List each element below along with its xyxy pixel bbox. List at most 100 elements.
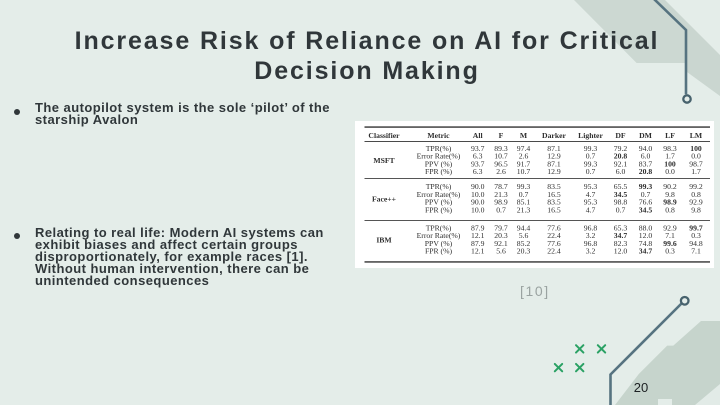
svg-text:6.3: 6.3 bbox=[473, 152, 483, 161]
svg-text:96.8: 96.8 bbox=[584, 239, 598, 248]
svg-text:22.4: 22.4 bbox=[547, 231, 561, 240]
svg-text:92.9: 92.9 bbox=[689, 198, 703, 207]
svg-text:5.6: 5.6 bbox=[519, 231, 529, 240]
svg-text:6.0: 6.0 bbox=[641, 152, 651, 161]
svg-text:PPV (%): PPV (%) bbox=[425, 159, 453, 168]
svg-text:90.0: 90.0 bbox=[471, 182, 485, 191]
svg-text:Error Rate(%): Error Rate(%) bbox=[417, 190, 461, 199]
svg-text:3.2: 3.2 bbox=[586, 247, 596, 256]
svg-text:12.1: 12.1 bbox=[471, 247, 485, 256]
svg-text:83.5: 83.5 bbox=[547, 198, 561, 207]
svg-text:FPR (%): FPR (%) bbox=[425, 247, 453, 256]
svg-text:9.8: 9.8 bbox=[691, 205, 701, 214]
svg-text:DM: DM bbox=[639, 131, 653, 140]
svg-text:92.1: 92.1 bbox=[494, 239, 508, 248]
svg-text:87.1: 87.1 bbox=[547, 159, 561, 168]
svg-text:0.0: 0.0 bbox=[665, 167, 675, 176]
svg-text:77.6: 77.6 bbox=[547, 223, 561, 232]
svg-text:PPV (%): PPV (%) bbox=[425, 198, 453, 207]
svg-text:74.8: 74.8 bbox=[639, 239, 653, 248]
svg-text:LF: LF bbox=[665, 131, 675, 140]
svg-text:FPR (%): FPR (%) bbox=[425, 167, 453, 176]
svg-text:99.3: 99.3 bbox=[584, 159, 598, 168]
svg-text:M: M bbox=[520, 131, 528, 140]
svg-text:22.4: 22.4 bbox=[547, 247, 561, 256]
svg-text:12.1: 12.1 bbox=[471, 231, 485, 240]
svg-text:83.5: 83.5 bbox=[547, 182, 561, 191]
svg-text:Classifier: Classifier bbox=[368, 131, 400, 140]
svg-text:16.5: 16.5 bbox=[547, 205, 561, 214]
svg-text:85.1: 85.1 bbox=[517, 198, 531, 207]
svg-text:65.3: 65.3 bbox=[614, 223, 628, 232]
svg-text:LM: LM bbox=[690, 131, 703, 140]
svg-text:79.7: 79.7 bbox=[494, 223, 508, 232]
svg-text:34.7: 34.7 bbox=[639, 247, 653, 256]
svg-text:6.0: 6.0 bbox=[616, 167, 626, 176]
svg-text:92.9: 92.9 bbox=[663, 223, 677, 232]
svg-text:2.6: 2.6 bbox=[496, 167, 506, 176]
svg-text:98.8: 98.8 bbox=[614, 198, 628, 207]
svg-text:95.3: 95.3 bbox=[584, 182, 598, 191]
svg-text:0.7: 0.7 bbox=[616, 205, 626, 214]
svg-text:12.9: 12.9 bbox=[547, 167, 561, 176]
svg-text:65.5: 65.5 bbox=[614, 182, 628, 191]
svg-text:PPV (%): PPV (%) bbox=[425, 239, 453, 248]
svg-text:F: F bbox=[499, 131, 504, 140]
svg-text:87.1: 87.1 bbox=[547, 144, 561, 153]
svg-text:85.2: 85.2 bbox=[517, 239, 531, 248]
svg-text:83.7: 83.7 bbox=[639, 159, 653, 168]
svg-text:0.8: 0.8 bbox=[691, 190, 701, 199]
svg-text:91.7: 91.7 bbox=[517, 159, 531, 168]
svg-text:0.7: 0.7 bbox=[496, 205, 506, 214]
svg-text:1.7: 1.7 bbox=[665, 152, 675, 161]
svg-text:100: 100 bbox=[664, 159, 676, 168]
svg-text:98.9: 98.9 bbox=[663, 198, 677, 207]
svg-text:3.2: 3.2 bbox=[586, 231, 596, 240]
svg-text:94.8: 94.8 bbox=[689, 239, 703, 248]
svg-text:12.9: 12.9 bbox=[547, 152, 561, 161]
svg-text:DF: DF bbox=[615, 131, 626, 140]
svg-text:0.3: 0.3 bbox=[665, 247, 675, 256]
svg-text:IBM: IBM bbox=[376, 236, 392, 245]
svg-text:34.5: 34.5 bbox=[614, 190, 628, 199]
svg-text:98.7: 98.7 bbox=[689, 159, 703, 168]
svg-text:76.6: 76.6 bbox=[639, 198, 653, 207]
svg-text:20.3: 20.3 bbox=[494, 231, 508, 240]
svg-text:0.3: 0.3 bbox=[691, 231, 701, 240]
svg-text:MSFT: MSFT bbox=[373, 156, 395, 165]
svg-text:95.3: 95.3 bbox=[584, 198, 598, 207]
svg-text:87.9: 87.9 bbox=[471, 239, 485, 248]
svg-text:79.2: 79.2 bbox=[614, 144, 628, 153]
svg-text:0.0: 0.0 bbox=[691, 152, 701, 161]
svg-text:10.7: 10.7 bbox=[494, 152, 508, 161]
svg-text:99.3: 99.3 bbox=[584, 144, 598, 153]
svg-text:0.7: 0.7 bbox=[519, 190, 529, 199]
svg-text:TPR(%): TPR(%) bbox=[426, 223, 452, 232]
svg-text:0.7: 0.7 bbox=[586, 167, 596, 176]
svg-text:96.5: 96.5 bbox=[494, 159, 508, 168]
svg-text:99.2: 99.2 bbox=[689, 182, 703, 191]
svg-text:Darker: Darker bbox=[542, 131, 566, 140]
svg-text:89.3: 89.3 bbox=[494, 144, 508, 153]
svg-text:12.0: 12.0 bbox=[614, 247, 628, 256]
svg-text:20.8: 20.8 bbox=[639, 167, 653, 176]
svg-text:Error Rate(%): Error Rate(%) bbox=[417, 231, 461, 240]
svg-text:4.7: 4.7 bbox=[586, 205, 596, 214]
svg-text:99.7: 99.7 bbox=[689, 223, 703, 232]
svg-text:78.7: 78.7 bbox=[494, 182, 508, 191]
svg-text:90.2: 90.2 bbox=[663, 182, 677, 191]
svg-text:100: 100 bbox=[690, 144, 702, 153]
svg-text:2.6: 2.6 bbox=[519, 152, 529, 161]
svg-text:5.6: 5.6 bbox=[496, 247, 506, 256]
svg-text:All: All bbox=[473, 131, 483, 140]
svg-text:20.3: 20.3 bbox=[517, 247, 531, 256]
svg-text:34.7: 34.7 bbox=[614, 231, 628, 240]
svg-text:Metric: Metric bbox=[427, 131, 450, 140]
svg-text:87.9: 87.9 bbox=[471, 223, 485, 232]
svg-text:Face++: Face++ bbox=[372, 194, 396, 203]
svg-text:Lighter: Lighter bbox=[578, 131, 603, 140]
svg-text:77.6: 77.6 bbox=[547, 239, 561, 248]
svg-text:21.3: 21.3 bbox=[517, 205, 531, 214]
svg-text:93.7: 93.7 bbox=[471, 144, 485, 153]
svg-text:7.1: 7.1 bbox=[691, 247, 701, 256]
